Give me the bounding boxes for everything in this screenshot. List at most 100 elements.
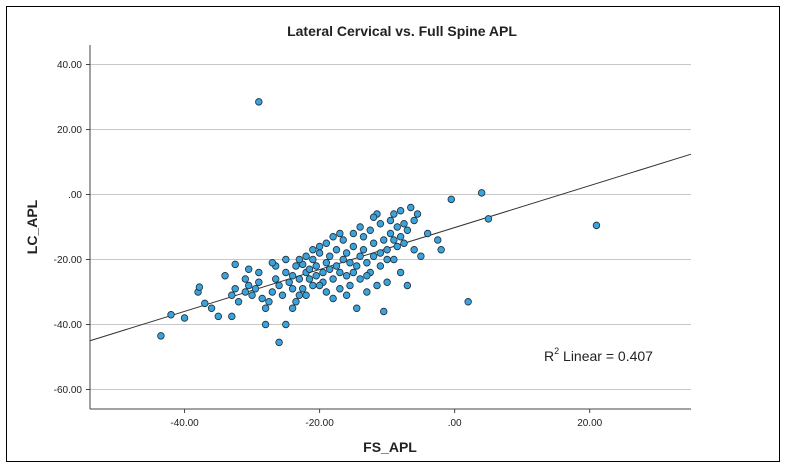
y-axis-title: LC_APL <box>24 199 40 254</box>
data-point <box>295 275 304 283</box>
data-point <box>167 311 175 319</box>
data-point <box>221 272 229 280</box>
r2-value: Linear = 0.407 <box>559 348 653 364</box>
chart-title: Lateral Cervical vs. Full Spine APL <box>287 23 517 39</box>
data-point <box>282 268 290 277</box>
data-point <box>312 262 320 270</box>
data-point <box>353 304 361 312</box>
data-point <box>346 259 354 267</box>
data-point <box>329 294 337 303</box>
data-point <box>383 255 391 264</box>
data-point <box>241 288 250 296</box>
data-point <box>278 291 287 299</box>
data-point <box>396 233 405 241</box>
x-tick-labels: -40.00 -20.00 .00 20.00 <box>170 409 603 429</box>
data-point <box>349 229 358 238</box>
data-point <box>417 252 425 260</box>
data-point <box>390 236 398 244</box>
data-point <box>373 281 381 290</box>
data-point <box>302 291 310 299</box>
data-point <box>423 229 432 238</box>
gridlines <box>90 64 691 390</box>
data-point <box>295 291 304 299</box>
y-tick-label: .00 <box>68 190 82 201</box>
data-point <box>309 255 317 264</box>
data-point <box>315 242 324 251</box>
data-point <box>477 189 486 197</box>
data-point <box>288 285 297 293</box>
chart-frame: Lateral Cervical vs. Full Spine APL 40.0… <box>6 6 780 462</box>
y-tick-label: -20.00 <box>54 255 83 266</box>
data-point <box>157 332 165 340</box>
data-point <box>349 268 358 277</box>
data-point <box>214 312 223 321</box>
data-point <box>363 272 371 280</box>
data-point <box>400 220 408 228</box>
data-point <box>292 298 300 306</box>
data-point <box>464 298 472 306</box>
data-point <box>434 236 442 244</box>
data-point <box>228 312 236 321</box>
y-tick-label: -40.00 <box>54 320 83 331</box>
data-point <box>332 262 341 270</box>
data-point <box>305 265 314 273</box>
data-point <box>299 285 307 293</box>
data-point <box>305 275 314 283</box>
data-point <box>342 291 351 299</box>
data-point <box>339 236 347 244</box>
data-point <box>363 288 371 296</box>
data-point <box>265 298 273 306</box>
data-point <box>207 304 216 312</box>
data-point <box>336 268 344 277</box>
data-point <box>282 320 290 329</box>
data-point <box>390 255 398 264</box>
data-point <box>407 203 415 212</box>
y-tick-labels: 40.00 20.00 .00 -20.00 -40.00 -60.00 <box>54 60 90 396</box>
data-point <box>369 252 378 260</box>
linear-fit-line <box>89 153 692 342</box>
data-point <box>288 304 297 312</box>
data-point <box>346 281 354 290</box>
data-point <box>268 259 277 267</box>
data-point <box>400 239 408 247</box>
data-point <box>393 242 401 251</box>
data-point <box>195 283 204 291</box>
data-point <box>248 291 256 299</box>
data-point <box>376 220 385 228</box>
data-point <box>413 210 422 218</box>
data-point <box>309 246 317 254</box>
data-point <box>393 223 401 231</box>
data-point <box>295 255 304 264</box>
r2-superscript: 2 <box>554 346 559 356</box>
data-point <box>312 272 320 280</box>
data-point <box>231 285 239 293</box>
data-point <box>380 307 388 316</box>
x-tick-label: -20.00 <box>305 418 334 429</box>
data-point <box>342 249 351 257</box>
data-point <box>383 278 391 286</box>
x-tick-label: -40.00 <box>170 418 199 429</box>
data-point <box>363 259 371 267</box>
data-point <box>336 229 344 238</box>
data-point <box>241 275 250 283</box>
data-point <box>275 281 283 290</box>
scatter-chart: Lateral Cervical vs. Full Spine APL 40.0… <box>24 23 692 455</box>
data-point <box>369 239 378 247</box>
data-point <box>319 268 327 277</box>
data-point <box>396 207 405 215</box>
data-point <box>272 275 280 283</box>
data-point <box>342 272 351 280</box>
data-point <box>315 281 324 290</box>
data-point <box>251 285 260 293</box>
data-point <box>403 226 412 234</box>
data-point <box>390 210 398 218</box>
data-point <box>376 249 385 257</box>
data-point <box>244 265 253 273</box>
data-point <box>322 288 331 296</box>
data-point <box>255 98 263 106</box>
data-point <box>302 252 310 260</box>
data-point <box>258 294 266 303</box>
data-point <box>255 278 263 286</box>
data-point <box>386 216 395 225</box>
data-point <box>356 252 364 260</box>
